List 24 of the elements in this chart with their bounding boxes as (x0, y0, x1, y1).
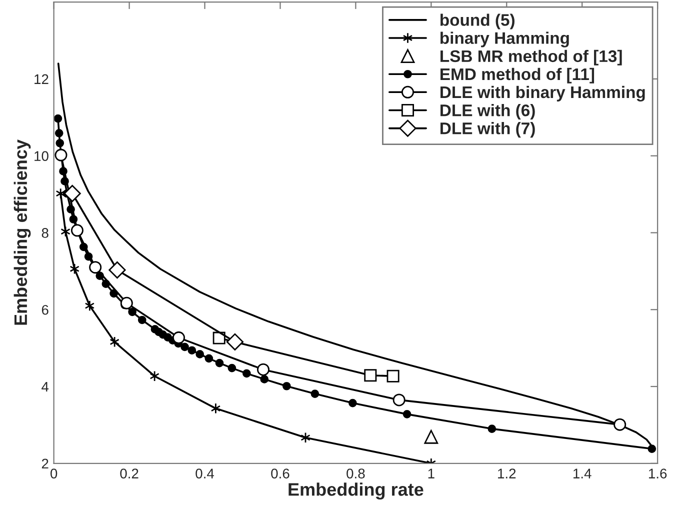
y-tick-label: 4 (42, 382, 49, 392)
x-tick-label: 1.4 (574, 468, 592, 478)
y-tick-label: 10 (34, 151, 48, 161)
x-tick-label: 0.8 (346, 468, 365, 478)
legend-label: LSB MR method of [13] (440, 50, 622, 66)
y-tick-label: 12 (34, 74, 48, 84)
x-axis-title: Embedding rate (288, 482, 424, 500)
legend-label: DLE with (6) (440, 104, 535, 120)
x-tick-label: 1 (428, 468, 434, 478)
x-tick-label: 1.6 (648, 468, 667, 478)
x-tick-label: 1.2 (498, 468, 516, 478)
legend-label: DLE with binary Hamming (440, 86, 645, 102)
legend-label: DLE with (7) (440, 122, 535, 138)
legend-label: binary Hamming (440, 32, 569, 48)
x-tick-label: 0.6 (271, 468, 290, 478)
y-tick-label: 8 (42, 228, 48, 238)
y-tick-label: 6 (42, 304, 48, 315)
x-tick-label: 0.4 (196, 468, 214, 478)
y-axis-title: Embedding efficiency (14, 139, 31, 325)
x-tick-label: 0.2 (120, 468, 138, 478)
y-tick-label: 2 (42, 458, 48, 468)
x-tick-label: 0 (50, 468, 58, 478)
legend-label: EMD method of [11] (440, 68, 594, 84)
legend-label: bound (5) (440, 14, 514, 30)
